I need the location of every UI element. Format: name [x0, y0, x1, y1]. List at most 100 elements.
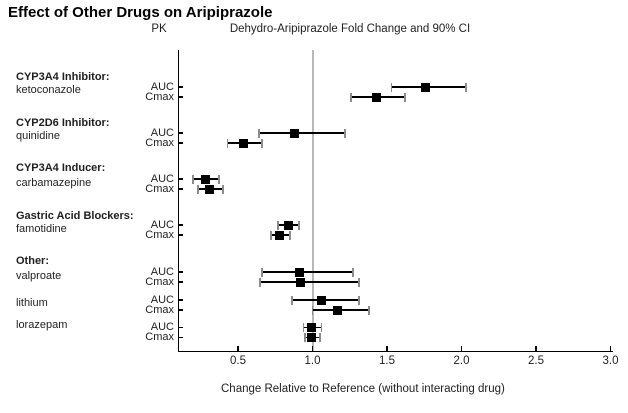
x-tick-label: 1.0 [304, 355, 321, 367]
ci-cap-left [350, 92, 353, 102]
y-axis-tick [178, 86, 183, 88]
point-marker [290, 128, 300, 138]
chart-subtitle: Dehydro-Aripiprazole Fold Change and 90%… [229, 23, 471, 35]
ci-cap-right [357, 277, 360, 287]
point-marker [333, 305, 343, 315]
group-header: Other: [16, 255, 49, 267]
x-axis-tick [386, 346, 388, 351]
ci-cap-right [403, 92, 406, 102]
drug-label: valproate [16, 269, 62, 282]
ci-line [260, 281, 359, 283]
ci-cap-left [277, 220, 280, 230]
y-axis-tick [178, 224, 183, 226]
metric-label: Cmax [145, 275, 174, 288]
x-axis-line [177, 351, 613, 353]
ci-cap-left [226, 138, 229, 148]
metric-label: AUC [150, 218, 174, 231]
x-axis-tick [535, 346, 537, 351]
ci-cap-left [269, 230, 272, 240]
y-axis-tick [178, 326, 183, 329]
ci-cap-left [390, 82, 393, 92]
point-marker [239, 138, 249, 148]
y-axis-tick [178, 336, 183, 339]
ci-cap-left [290, 295, 293, 305]
drug-label: lorazepam [16, 319, 68, 331]
drug-label: famotidine [16, 223, 67, 235]
y-axis-tick [178, 299, 183, 301]
y-axis-tick [178, 234, 183, 236]
ci-cap-right [217, 174, 220, 184]
y-axis-tick [178, 188, 183, 190]
group-header: CYP3A4 Inhibitor: [16, 71, 110, 83]
point-marker [316, 295, 326, 305]
metric-label: AUC [150, 80, 174, 93]
y-axis-tick [178, 178, 183, 180]
ci-cap-right [320, 323, 323, 332]
y-axis-tick [178, 96, 183, 98]
group-header: CYP3A4 Inducer: [16, 162, 106, 174]
metric-label: Cmax [145, 90, 174, 103]
ci-cap-right [298, 220, 300, 230]
ci-line [258, 132, 346, 134]
ci-cap-right [344, 128, 347, 138]
x-tick-label: 0.5 [230, 355, 246, 367]
drug-label: quinidine [16, 130, 61, 142]
ci-cap-left [192, 174, 195, 184]
group-header: CYP2D6 Inhibitor: [16, 117, 110, 129]
pk-column-header: PK [151, 23, 167, 35]
drug-label: ketoconazole [16, 83, 81, 96]
metric-label: Cmax [145, 331, 174, 343]
group-header: Gastric Acid Blockers: [16, 210, 134, 222]
x-tick-label: 3.0 [602, 355, 619, 367]
x-tick-label: 1.5 [379, 355, 395, 367]
ci-cap-left [257, 128, 260, 138]
ci-cap-right [260, 138, 263, 148]
chart-title: Effect of Other Drugs on Aripiprazole [8, 4, 273, 21]
y-axis-line [177, 50, 179, 352]
metric-label: Cmax [145, 182, 174, 195]
ci-cap-left [311, 305, 314, 315]
metric-label: AUC [150, 265, 174, 278]
x-axis-tick [609, 346, 612, 351]
point-marker [284, 220, 294, 230]
ci-cap-right [368, 305, 371, 315]
ci-cap-right [222, 184, 224, 194]
ci-cap-right [351, 267, 354, 277]
ci-cap-right [357, 295, 360, 305]
point-marker [275, 230, 285, 240]
point-marker [421, 82, 431, 92]
reference-line [312, 50, 314, 351]
point-marker [306, 333, 316, 342]
metric-label: AUC [150, 126, 174, 139]
ci-cap-right [289, 230, 292, 240]
point-marker [296, 277, 306, 287]
y-axis-tick [178, 271, 183, 273]
ci-cap-left [196, 184, 199, 194]
x-tick-label: 2.5 [528, 355, 544, 367]
ci-line [261, 271, 353, 273]
x-axis-tick [311, 346, 314, 351]
metric-label: AUC [150, 321, 174, 333]
point-marker [200, 174, 210, 184]
x-tick-label: 2.0 [453, 355, 470, 367]
y-axis-tick [178, 132, 183, 134]
point-marker [372, 92, 382, 102]
ci-cap-left [304, 333, 306, 342]
point-marker [205, 184, 215, 194]
x-axis-tick [237, 346, 239, 351]
y-axis-tick [178, 309, 183, 311]
metric-label: AUC [150, 172, 174, 185]
point-marker [306, 323, 316, 332]
ci-cap-right [465, 82, 467, 92]
metric-label: Cmax [145, 303, 174, 316]
ci-cap-left [302, 323, 305, 332]
metric-label: AUC [150, 293, 174, 306]
drug-label: lithium [16, 297, 48, 309]
drug-label: carbamazepine [16, 176, 92, 189]
metric-label: Cmax [145, 228, 174, 241]
metric-label: Cmax [145, 136, 174, 149]
x-axis-label: Change Relative to Reference (without in… [221, 383, 505, 395]
x-axis-tick [460, 346, 463, 351]
y-axis-tick [178, 281, 183, 283]
